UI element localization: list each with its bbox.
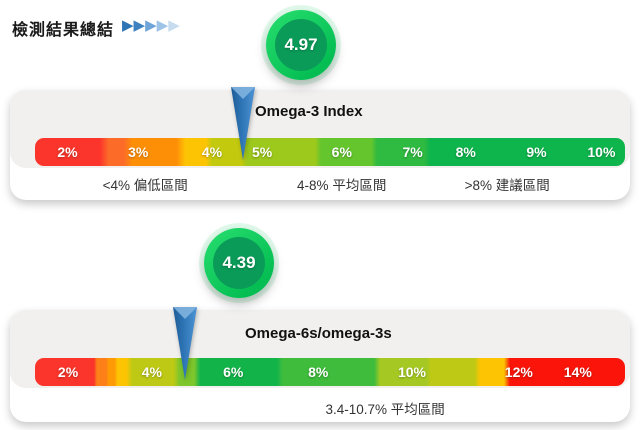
scale-tick-label: 10% [397,364,427,380]
scale-tick-label: 8% [455,144,476,160]
scale-tick-label: 4% [141,364,162,380]
scale-tick-label: 3% [128,144,149,160]
gauge-title: Omega-6s/omega-3s [245,325,392,342]
range-labels-row: <4% 偏低區間 4-8% 平均區間 >8% 建議區間 [10,174,630,193]
chevron-right-icon: ▶ [145,17,157,34]
scale-tick-label: 4% [201,144,223,160]
scale-tick-label: 10% [587,144,616,160]
title-arrow-icons: ▶ ▶ ▶ ▶ ▶ [122,16,180,34]
scale-tick-label: 6% [223,364,244,380]
scale-tick-label: 9% [526,144,547,160]
range-label: >8% 建議區間 [464,178,550,193]
gauge-card-omega3-index: Omega-3 Index 2% 3% 4% 5% 6% 7% 8% 9% 10% <4% 偏低… [10,87,630,200]
value-badge-text: 4.39 [213,237,265,289]
range-labels-row: 3.4-10.7% 平均區間 [10,398,630,417]
page-title: 檢測結果總結 [12,22,115,39]
scale-tick-label: 6% [331,144,352,160]
scale-tick-label: 2% [57,144,78,160]
chevron-right-icon: ▶ [156,17,169,34]
chevron-right-icon: ▶ [122,17,134,34]
chevron-right-icon: ▶ [168,17,180,34]
scale-bar: 2% 4% 6% 8% 10% 12% 14% [35,307,625,386]
pointer-arrow-icon [230,84,256,160]
value-badge-omega6-omega3-ratio: 4.39 [204,228,274,298]
range-label: 3.4-10.7% 平均區間 [325,402,445,417]
value-badge-omega3-index: 4.97 [266,10,336,80]
range-label: 4-8% 平均區間 [297,178,387,193]
scale-tick-label: 2% [57,364,79,380]
range-label: <4% 偏低區間 [102,178,188,193]
gauge-title: Omega-3 Index [255,103,363,120]
scale-tick-label: 7% [402,144,423,160]
chevron-right-icon: ▶ [133,17,146,34]
pointer-arrow-icon [172,304,198,380]
scale-tick-label: 14% [563,364,592,380]
gauge-card-omega6-omega3-ratio: Omega-6s/omega-3s 2% 4% 6% 8% 10% 12% 14% 3.4-… [10,307,630,422]
scale-tick-label: 12% [504,364,533,380]
scale-bar: 2% 3% 4% 5% 6% 7% 8% 9% 10% [35,87,625,166]
value-badge-text: 4.97 [275,19,327,71]
scale-tick-label: 8% [308,364,329,380]
scale-tick-label: 5% [252,144,273,160]
